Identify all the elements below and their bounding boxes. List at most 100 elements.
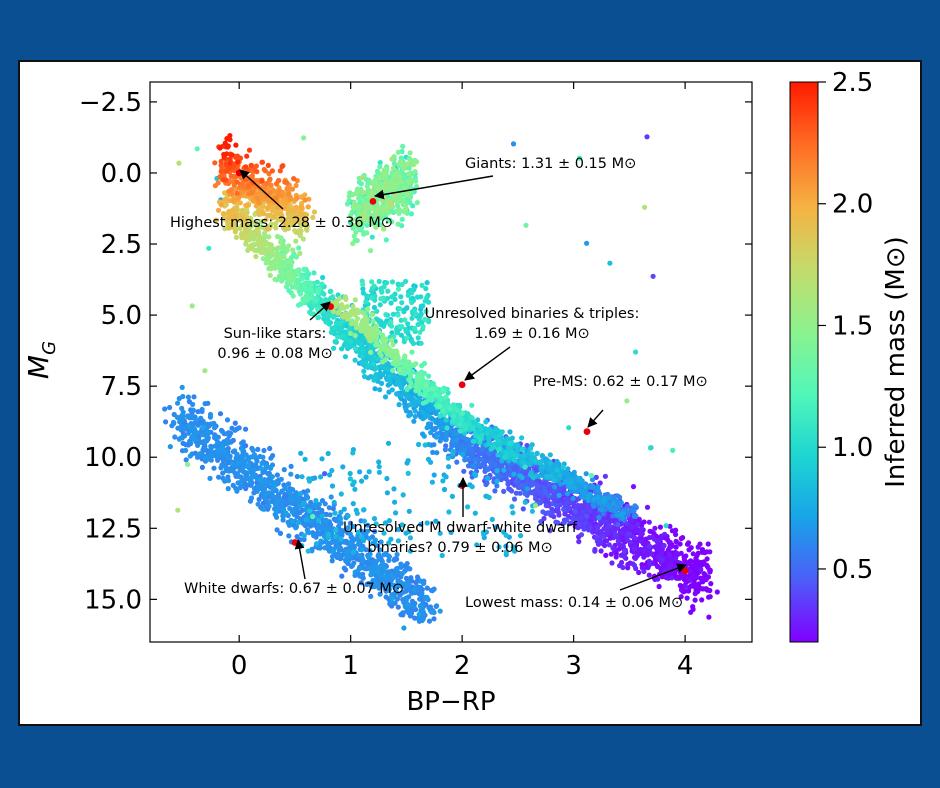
scatter-point (181, 426, 187, 432)
scatter-point (383, 583, 390, 590)
scatter-point (517, 490, 523, 496)
scatter-point (306, 530, 312, 536)
scatter-point (446, 464, 452, 470)
scatter-point (384, 366, 390, 372)
scatter-point (646, 543, 653, 549)
scatter-point (359, 478, 365, 484)
scatter-point (556, 512, 562, 518)
scatter-point (356, 225, 362, 231)
scatter-point (224, 438, 230, 444)
scatter-point (409, 598, 415, 604)
scatter-point (649, 551, 655, 557)
scatter-point (363, 299, 369, 305)
scatter-point (657, 524, 664, 530)
scatter-point (167, 404, 173, 411)
scatter-point (222, 478, 228, 484)
scatter-point (584, 240, 590, 246)
scatter-point (274, 527, 280, 533)
scatter-point (650, 273, 656, 279)
scatter-point (673, 538, 679, 544)
scatter-point (350, 549, 356, 555)
scatter-point (191, 394, 197, 400)
scatter-point (484, 431, 490, 437)
scatter-point (503, 543, 509, 549)
scatter-point (386, 373, 392, 379)
scatter-point (561, 491, 567, 497)
scatter-point (204, 424, 211, 430)
scatter-point (311, 533, 317, 539)
scatter-point (567, 484, 573, 490)
scatter-point (502, 454, 508, 460)
scatter-point (699, 549, 705, 555)
scatter-point (265, 470, 271, 477)
scatter-point (202, 401, 208, 407)
scatter-point (661, 542, 667, 549)
scatter-point (318, 474, 324, 480)
scatter-point (301, 266, 307, 272)
scatter-point (406, 508, 412, 514)
scatter-point (162, 406, 168, 412)
scatter-point (441, 486, 448, 493)
scatter-point (371, 304, 377, 311)
scatter-point (419, 385, 425, 391)
scatter-point (205, 429, 211, 436)
scatter-point (250, 447, 256, 453)
scatter-point (421, 392, 427, 398)
scatter-point (691, 582, 697, 588)
scatter-point (428, 430, 434, 436)
scatter-point (326, 505, 332, 511)
scatter-point (378, 222, 384, 228)
scatter-point (318, 538, 324, 544)
scatter-point (534, 450, 540, 456)
scatter-point (403, 326, 409, 333)
scatter-point (513, 452, 519, 459)
scatter-point (592, 516, 598, 522)
scatter-point (557, 472, 563, 478)
scatter-point (220, 458, 226, 464)
scatter-point (565, 466, 571, 472)
scatter-point (280, 517, 286, 523)
scatter-point (494, 468, 500, 474)
scatter-point (507, 466, 513, 472)
scatter-point (270, 453, 276, 459)
scatter-point (404, 561, 410, 567)
scatter-point (465, 463, 472, 469)
scatter-point (624, 531, 631, 537)
scatter-point (415, 584, 421, 590)
scatter-point (374, 543, 381, 549)
scatter-point (406, 165, 412, 171)
scatter-point (261, 447, 267, 454)
scatter-point (510, 544, 516, 550)
scatter-point (389, 595, 395, 601)
scatter-point (418, 340, 424, 346)
scatter-point (414, 200, 420, 206)
scatter-point (578, 532, 585, 538)
scatter-point (414, 183, 420, 190)
scatter-point (199, 408, 205, 415)
scatter-point (200, 424, 206, 430)
scatter-point (238, 478, 245, 484)
scatter-point (195, 409, 201, 415)
scatter-point (397, 592, 403, 598)
scatter-point (396, 402, 402, 408)
scatter-point (698, 567, 704, 573)
scatter-point (570, 495, 576, 502)
scatter-point (484, 466, 490, 473)
scatter-point (358, 534, 365, 540)
scatter-point (186, 423, 192, 429)
scatter-point (631, 534, 637, 540)
scatter-point (402, 567, 409, 573)
scatter-point (277, 496, 283, 503)
scatter-point (429, 397, 435, 403)
scatter-point (258, 466, 264, 472)
scatter-point (286, 481, 292, 487)
scatter-point (619, 511, 626, 517)
scatter-point (270, 486, 276, 492)
scatter-point (561, 506, 567, 513)
scatter-point (583, 471, 589, 477)
scatter-point (462, 457, 468, 463)
scatter-point (509, 504, 515, 510)
scatter-point (647, 528, 653, 534)
scatter-point (487, 459, 493, 465)
scatter-point (491, 444, 497, 450)
